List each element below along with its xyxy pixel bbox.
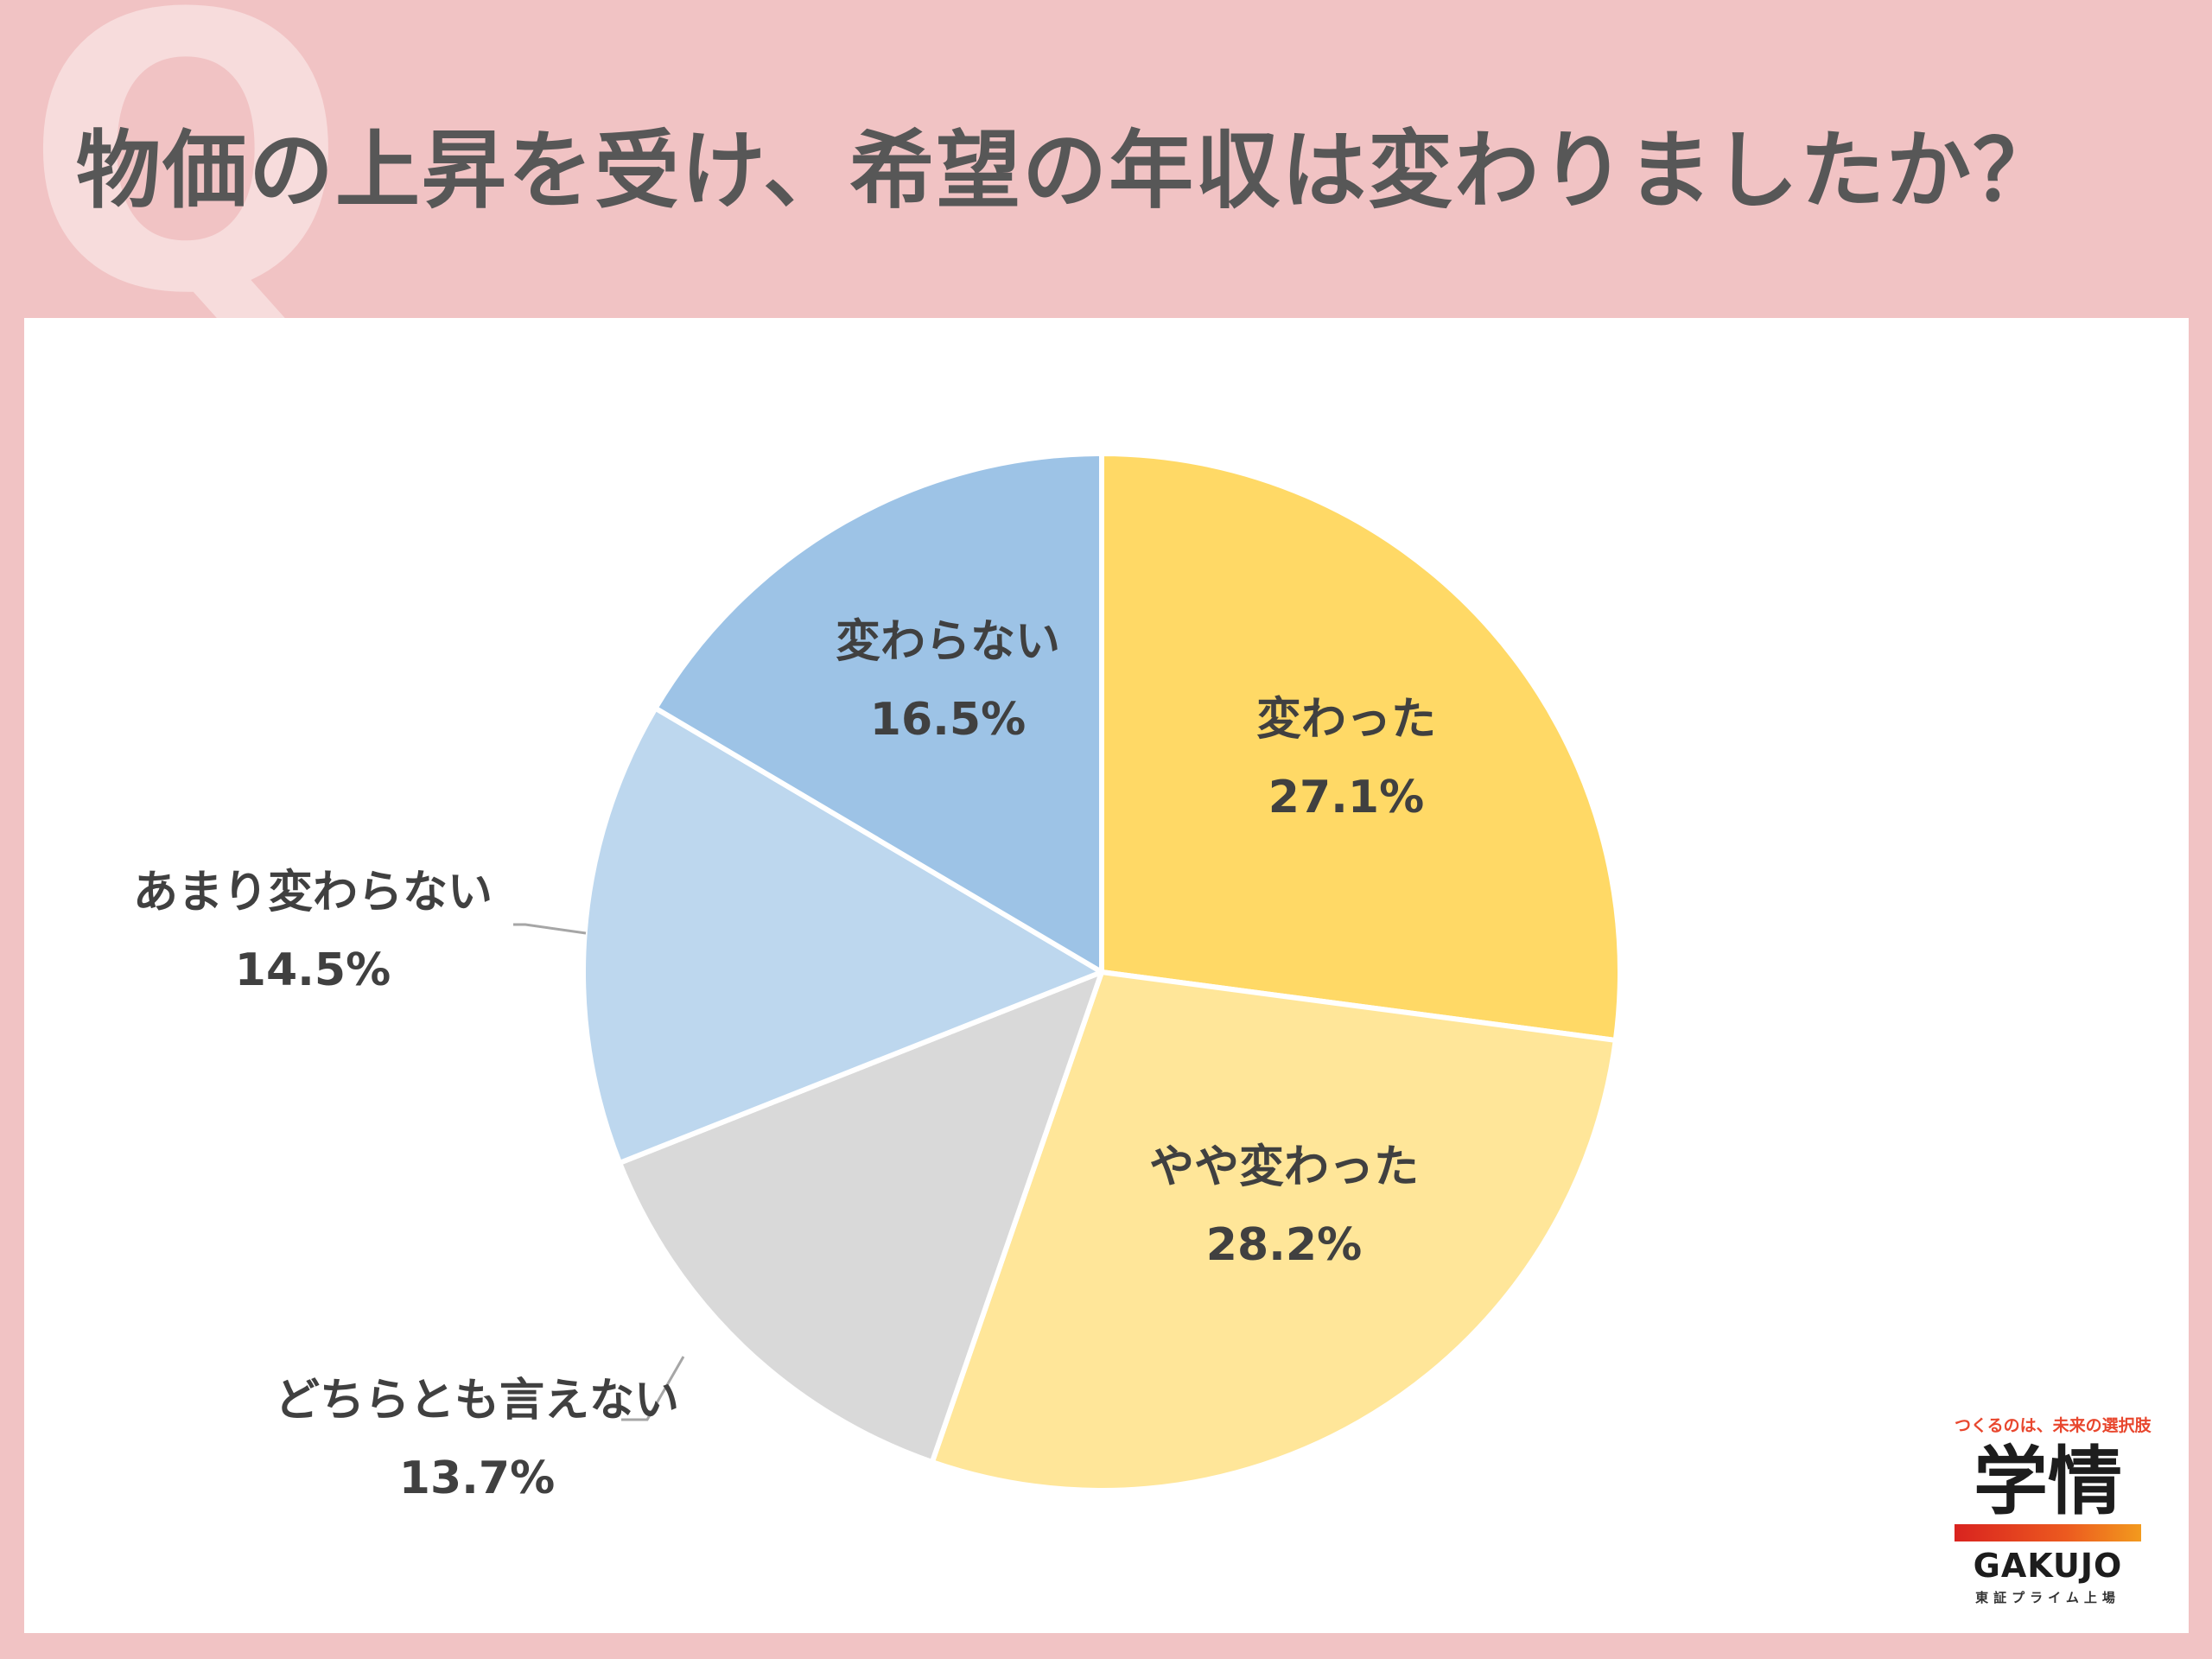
logo-subtext: 東証プライム上場 — [1975, 1590, 2120, 1605]
logo-kanji: 学情 — [1974, 1439, 2122, 1525]
page-title: 物価の上昇を受け、希望の年収は変わりましたか？ — [76, 122, 2060, 220]
slice-label-5: 変わらない — [836, 616, 1060, 668]
slice-label-3: どちらとも言えない — [275, 1375, 679, 1427]
gakujo-logo: つくるのは、未来の選択肢 学情 GAKUJO 東証プライム上場 — [1955, 1413, 2152, 1606]
slice-value-4: 14.5% — [235, 944, 391, 996]
logo-color-bar — [1955, 1524, 2141, 1541]
leader-line-4 — [513, 923, 587, 935]
pie-slice-3 — [617, 969, 1104, 1465]
chart-panel: 変わった 27.1% やや変わった 28.2% どちらとも言えない 13.7% あまり変わら… — [24, 318, 2189, 1633]
pie-chart: 変わった 27.1% やや変わった 28.2% どちらとも言えない 13.7% あまり変わら… — [133, 451, 1623, 1504]
pie-slice-2 — [929, 969, 1618, 1493]
slice-value-2: 28.2% — [1206, 1219, 1362, 1271]
slice-label-4: あまり変わらない — [133, 867, 493, 918]
pie-slice-4 — [581, 705, 1104, 1166]
pie-slice-1 — [1099, 451, 1623, 1043]
slice-label-2: やや変わった — [1149, 1141, 1419, 1193]
slice-value-1: 27.1% — [1268, 772, 1424, 823]
q-badge: Q — [24, 0, 348, 377]
pie-slice-5 — [652, 451, 1104, 975]
slice-value-3: 13.7% — [399, 1452, 555, 1504]
logo-tagline: つくるのは、未来の選択肢 — [1955, 1416, 2152, 1435]
leader-line-3 — [621, 1356, 685, 1421]
slice-value-5: 16.5% — [870, 694, 1026, 746]
slice-label-1: 変わった — [1256, 694, 1436, 746]
logo-roman: GAKUJO — [1973, 1547, 2123, 1585]
